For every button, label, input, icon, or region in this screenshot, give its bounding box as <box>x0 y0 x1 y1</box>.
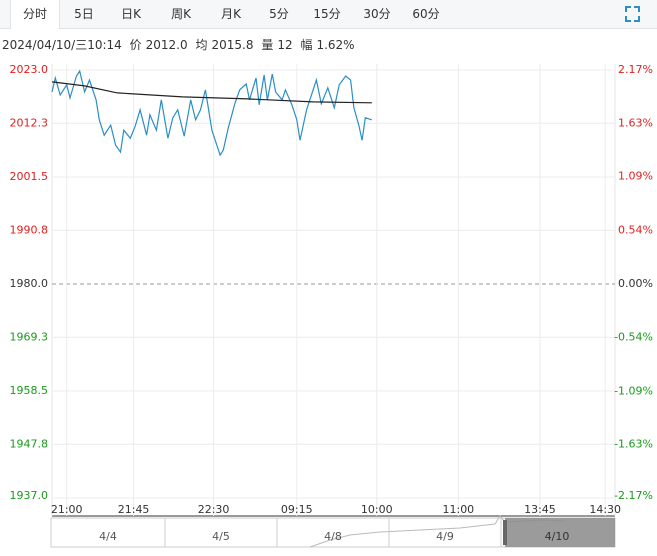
price-line <box>51 69 372 157</box>
y2-tick-label: 1.63% <box>618 116 653 129</box>
y2-tick-label: 0.00% <box>618 277 653 290</box>
fullscreen-glyph[interactable] <box>625 6 640 22</box>
y-tick-label: 1958.5 <box>10 384 49 397</box>
y-tick-label: 2012.3 <box>10 116 49 129</box>
tab[interactable]: 日K <box>121 7 141 21</box>
tab[interactable]: 5分 <box>269 7 289 21</box>
x-tick-label: 09:15 <box>281 503 313 516</box>
price-label: 价 <box>129 38 142 52</box>
x-tick-label: 22:30 <box>198 503 230 516</box>
navigator-date: 4/9 <box>436 530 454 543</box>
navigator-handle[interactable] <box>503 520 507 545</box>
y-tick-label: 1947.8 <box>10 437 49 450</box>
y-tick-label: 1980.0 <box>10 277 49 290</box>
tab[interactable]: 60分 <box>412 7 440 21</box>
y-tick-label: 1969.3 <box>10 330 49 343</box>
volume-label: 量 <box>261 38 274 52</box>
tab[interactable]: 5日 <box>74 7 94 21</box>
x-tick-label: 14:30 <box>589 503 621 516</box>
y-tick-label: 2023.0 <box>10 63 49 76</box>
x-tick-label: 10:00 <box>361 503 393 516</box>
y2-tick-label: -1.63% <box>614 438 653 451</box>
navigator-window[interactable] <box>505 518 615 547</box>
fullscreen-icon[interactable] <box>625 6 640 22</box>
tab[interactable]: 30分 <box>363 7 391 21</box>
y2-tick-label: 1.09% <box>618 170 653 183</box>
x-tick-label: 11:00 <box>442 503 474 516</box>
y-tick-label: 2001.5 <box>10 170 49 183</box>
y-tick-label: 1990.8 <box>10 223 49 236</box>
y2-tick-label: -0.54% <box>614 330 653 343</box>
avg-line <box>51 81 372 104</box>
price: 2012.0 <box>145 38 188 52</box>
avg-label: 均 <box>195 38 208 52</box>
datetime: 2024/04/10/三10:14 <box>2 38 122 52</box>
tab[interactable]: 月K <box>221 7 241 21</box>
y2-tick-label: -1.09% <box>614 384 653 397</box>
navigator-date: 4/10 <box>545 530 570 543</box>
y2-tick-label: 2.17% <box>618 63 653 76</box>
x-tick-label: 21:45 <box>118 503 150 516</box>
x-tick-label: 21:00 <box>51 503 83 516</box>
y-tick-label: 1937.0 <box>10 489 49 502</box>
range: 1.62% <box>316 38 355 52</box>
navigator-date: 4/5 <box>212 530 230 543</box>
y2-tick-label: 0.54% <box>618 224 653 237</box>
avg: 2015.8 <box>211 38 254 52</box>
tab-bar: 分时 5日 日K 周K 月K 5分 15分 30分 60分 <box>0 0 657 29</box>
x-tick-label: 13:45 <box>524 503 556 516</box>
y2-tick-label: -2.17% <box>614 489 653 502</box>
navigator-date: 4/8 <box>324 530 342 543</box>
tab[interactable]: 分时 <box>10 0 60 29</box>
navigator-date: 4/4 <box>99 530 117 543</box>
tab[interactable]: 周K <box>171 7 191 21</box>
range-label: 幅 <box>300 38 313 52</box>
tab[interactable]: 15分 <box>313 7 341 21</box>
volume: 12 <box>277 38 293 52</box>
